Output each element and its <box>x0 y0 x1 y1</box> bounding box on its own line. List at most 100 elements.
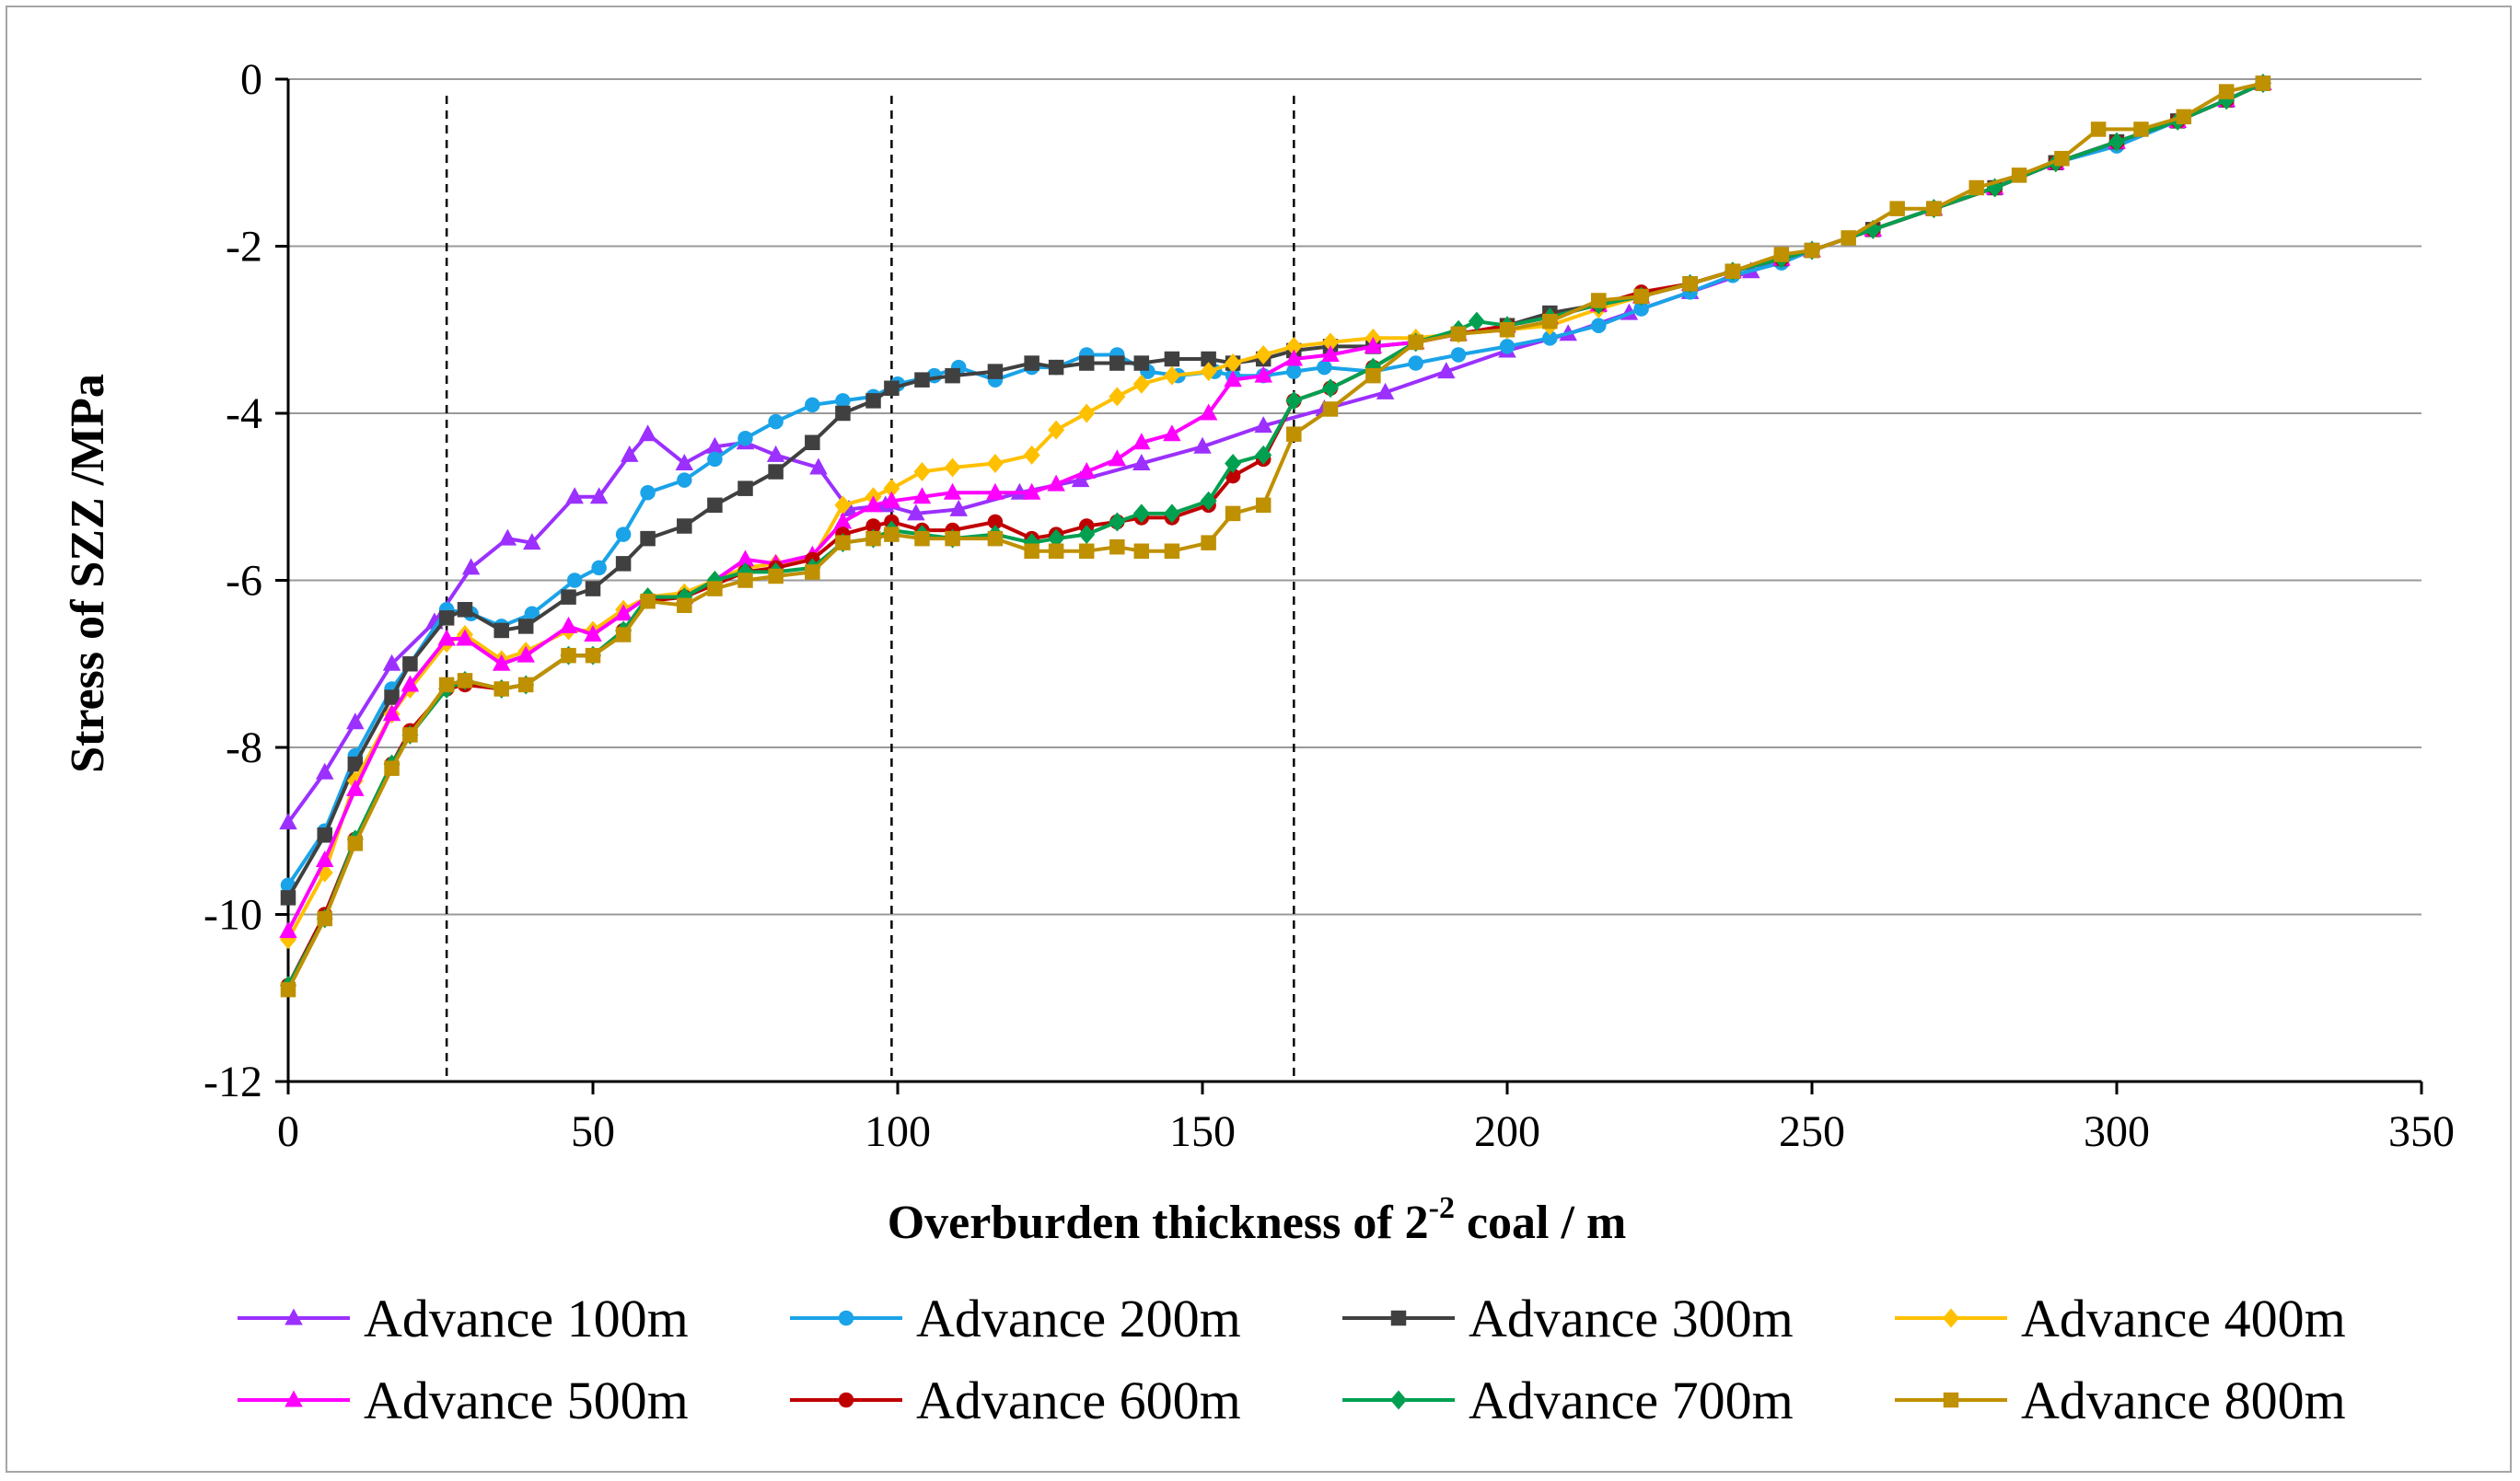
data-point <box>987 514 1004 530</box>
data-point <box>347 756 364 772</box>
data-point <box>986 453 1004 473</box>
legend-item: Advance 100m <box>238 1289 689 1348</box>
data-point <box>943 482 962 500</box>
data-point <box>737 573 753 588</box>
data-point <box>987 530 1004 547</box>
data-point <box>517 677 534 693</box>
data-point <box>1200 491 1217 511</box>
data-point <box>1201 535 1216 550</box>
legend-label: Advance 200m <box>916 1289 1241 1348</box>
data-point <box>1047 474 1065 492</box>
x-tick-label: 50 <box>571 1107 615 1156</box>
data-point <box>517 619 534 634</box>
x-axis-title-main: Overburden thickness of 2 <box>888 1197 1429 1249</box>
data-point <box>865 393 881 409</box>
data-point <box>914 530 930 547</box>
data-point <box>1285 390 1303 411</box>
data-point <box>438 677 455 693</box>
x-axis-title-superscript: -2 <box>1429 1191 1455 1225</box>
x-tick-label: 100 <box>865 1107 931 1156</box>
data-point <box>1132 433 1151 450</box>
data-point <box>766 445 785 462</box>
data-point <box>402 727 418 743</box>
data-point <box>1322 401 1339 417</box>
data-point <box>1201 351 1216 367</box>
data-point <box>615 526 632 542</box>
data-point <box>1193 436 1212 454</box>
data-point <box>638 424 657 442</box>
data-point <box>737 480 753 496</box>
data-point <box>457 673 473 688</box>
data-point <box>768 413 784 430</box>
data-point <box>1542 330 1558 346</box>
data-point <box>1224 370 1242 388</box>
data-point <box>1225 453 1242 473</box>
data-point <box>1024 543 1039 559</box>
data-point <box>498 528 517 546</box>
data-point <box>1109 387 1126 407</box>
data-point <box>402 656 418 672</box>
y-tick-label: -8 <box>226 723 262 772</box>
data-point <box>945 367 960 384</box>
data-point <box>1133 355 1150 371</box>
legend-item: Advance 600m <box>790 1371 1241 1430</box>
data-point <box>492 654 511 671</box>
data-point <box>1023 445 1040 465</box>
series-advance-700m <box>280 74 2271 996</box>
data-point <box>677 597 692 613</box>
data-point <box>805 397 820 413</box>
data-point <box>1284 349 1304 366</box>
data-point <box>2011 168 2027 183</box>
x-tick-label: 250 <box>1779 1107 1845 1156</box>
y-tick-label: -6 <box>226 557 262 606</box>
data-point <box>346 779 365 796</box>
legend-label: Advance 500m <box>364 1371 689 1430</box>
data-point <box>987 364 1004 379</box>
data-point <box>279 813 297 830</box>
data-point <box>986 482 1005 500</box>
data-point <box>1499 322 1515 338</box>
data-point <box>640 593 656 609</box>
x-tick-label: 350 <box>2388 1107 2455 1156</box>
data-point <box>585 647 601 664</box>
data-point <box>565 487 584 504</box>
data-point <box>523 533 541 550</box>
data-point <box>1255 445 1272 465</box>
data-point <box>461 558 481 575</box>
data-point <box>591 560 607 576</box>
data-point <box>1163 365 1180 386</box>
data-point <box>615 556 632 572</box>
y-tick-label: -10 <box>203 891 262 940</box>
data-point <box>883 479 900 499</box>
legend-label: Advance 800m <box>2021 1371 2346 1430</box>
data-point <box>944 457 961 478</box>
data-point <box>1163 424 1181 442</box>
data-point <box>315 762 334 780</box>
data-point <box>768 464 784 480</box>
data-point <box>949 499 968 516</box>
data-point <box>346 712 365 730</box>
data-point <box>614 604 633 621</box>
data-point <box>1365 367 1381 384</box>
data-point <box>914 372 930 388</box>
data-point <box>317 910 332 927</box>
data-point <box>1317 359 1332 376</box>
legend-label: Advance 400m <box>2021 1289 2346 1348</box>
data-point <box>280 890 296 906</box>
data-point <box>1109 538 1125 555</box>
data-point <box>1255 497 1272 514</box>
legend-item: Advance 500m <box>238 1371 689 1430</box>
data-point <box>1926 201 1942 216</box>
x-tick-label: 200 <box>1474 1107 1540 1156</box>
data-point <box>1071 470 1090 488</box>
data-point <box>1889 201 1905 216</box>
gridlines <box>288 78 2421 916</box>
data-point <box>589 487 609 504</box>
series-line <box>286 81 2264 941</box>
data-point <box>2054 150 2070 167</box>
data-point <box>768 568 784 584</box>
data-point <box>675 453 694 470</box>
data-point <box>805 564 820 580</box>
data-point <box>347 836 364 851</box>
